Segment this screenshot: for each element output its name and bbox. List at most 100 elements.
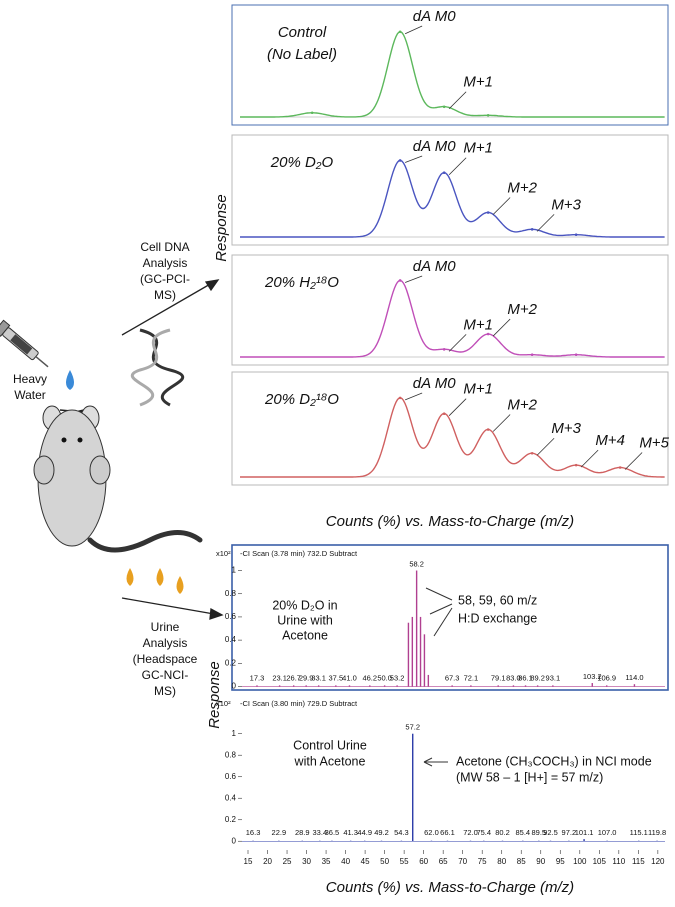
cell-dna-label: (GC-PCI- [140, 272, 190, 286]
x-tick-label: 35 [322, 857, 331, 866]
peak-label: M+1 [463, 140, 493, 157]
peak-apex [442, 105, 446, 109]
y-tick-label: 0.6 [225, 612, 237, 621]
x-tick-label: 60 [419, 857, 428, 866]
sample-label: 20% D₂O [270, 154, 334, 171]
y-tick-label: 0.8 [225, 589, 237, 598]
layer: Heavy Water Cell DNA Analysis (GC-PCI- MS) Uri… [13, 4, 670, 896]
scan-header: -CI Scan (3.78 min) 732.D Subtract [240, 549, 358, 558]
x-tick-label: 45 [361, 857, 370, 866]
peak-label: dA M0 [413, 258, 456, 275]
annotation: H:D exchange [458, 611, 537, 625]
x-axis-title: Counts (%) vs. Mass-to-Charge (m/z) [326, 879, 574, 896]
peak-label: M+1 [463, 316, 493, 333]
arrows [121, 279, 224, 620]
x-axis-title: Counts (%) vs. Mass-to-Charge (m/z) [326, 513, 574, 530]
y-tick-label: 1 [232, 566, 237, 575]
panel-frame [231, 134, 669, 246]
spectrum-trace [240, 397, 665, 478]
peak-arrow [448, 157, 467, 176]
y-tick-label: 0.4 [225, 793, 237, 802]
x-tick-label: 25 [283, 857, 292, 866]
x-tick-label: 75 [478, 857, 487, 866]
scale-label: x10² [216, 699, 231, 708]
peak-label: 22.9 [272, 828, 287, 837]
tail [87, 530, 203, 553]
panel-frame [231, 254, 669, 366]
peak-label: 66.1 [440, 828, 455, 837]
peak-label: 86.1 [518, 674, 533, 683]
peak-arrow [536, 437, 555, 456]
peak-arrow [580, 449, 599, 468]
y-axis-title: Response [213, 194, 230, 262]
peak-apex [530, 353, 534, 357]
spectrum-trace [240, 31, 665, 118]
urine-label: GC-NCI- [142, 668, 189, 682]
peak-label: 17.3 [250, 674, 265, 683]
peak-label: dA M0 [413, 8, 456, 25]
x-tick-label: 95 [556, 857, 565, 866]
peak-label: 44.9 [357, 828, 372, 837]
panel-frame [231, 371, 669, 486]
peak-label: 85.4 [515, 828, 530, 837]
peak-apex [574, 233, 578, 237]
y-tick-label: 0.4 [225, 635, 237, 644]
peak-label: 72.1 [464, 674, 479, 683]
peak-apex [398, 396, 402, 400]
peak-label: 83.0 [506, 674, 521, 683]
peak-label: 54.3 [394, 828, 409, 837]
panel-frame [231, 4, 669, 126]
peak-label: 72.0 [463, 828, 478, 837]
peak-label: M+1 [463, 381, 493, 398]
cell-dna-label: Analysis [143, 256, 188, 270]
peak-label: dA M0 [413, 375, 456, 392]
peak-label: 41.0 [342, 674, 357, 683]
dna [130, 328, 185, 407]
x-tick-label: 120 [651, 857, 665, 866]
urine-label: Analysis [143, 636, 188, 650]
peak-apex [618, 466, 622, 469]
peak-label: 41.3 [343, 828, 358, 837]
peak-arrow [405, 275, 423, 283]
annotation: 20% D₂O in [272, 598, 337, 612]
y-axis-title: Response [206, 661, 223, 729]
peak-label: 49.2 [374, 828, 389, 837]
y-tick-label: 0.8 [225, 750, 237, 759]
peak-label: 114.0 [625, 673, 643, 682]
peak-label: 36.5 [325, 828, 340, 837]
peak-label: dA M0 [413, 138, 456, 155]
peak-arrow [536, 214, 555, 232]
peak-label: 23.1 [272, 674, 287, 683]
peak-arrow [492, 414, 511, 432]
sample-label: (No Label) [267, 46, 337, 63]
x-tick-label: 115 [632, 857, 645, 866]
x-tick-label: 70 [458, 857, 467, 866]
x-tick-label: 40 [341, 857, 350, 866]
annotation: Control Urine [293, 738, 367, 752]
peak-label: 97.2 [562, 828, 577, 837]
peak-apex [530, 451, 534, 455]
cell-dna-label: Cell DNA [140, 240, 189, 254]
peak-apex [486, 332, 490, 336]
x-tick-label: 105 [593, 857, 607, 866]
sample-label: 20% D₂¹⁸O [264, 391, 339, 408]
peak-label: 57.2 [405, 723, 420, 732]
peak-label: 92.5 [543, 828, 558, 837]
scale-label: x10² [216, 549, 231, 558]
annotation: Urine with [277, 613, 333, 627]
peak-arrow [448, 398, 467, 416]
peak-label: M+2 [507, 301, 537, 318]
urine-label: Urine [151, 620, 180, 634]
peak-apex [442, 348, 446, 351]
peak-apex [310, 111, 314, 115]
peak-apex [398, 279, 402, 282]
peak-arrow [405, 155, 423, 163]
peak-label: 75.4 [476, 828, 491, 837]
x-tick-label: 110 [612, 857, 625, 866]
annotation: (MW 58 – 1 [H+] = 57 m/z) [456, 770, 603, 784]
peak-label: 79.1 [491, 674, 506, 683]
peak-label: 58.2 [409, 560, 424, 569]
peak-apex [398, 30, 402, 34]
peak-arrow [448, 91, 467, 110]
y-tick-label: 0.2 [225, 815, 237, 824]
